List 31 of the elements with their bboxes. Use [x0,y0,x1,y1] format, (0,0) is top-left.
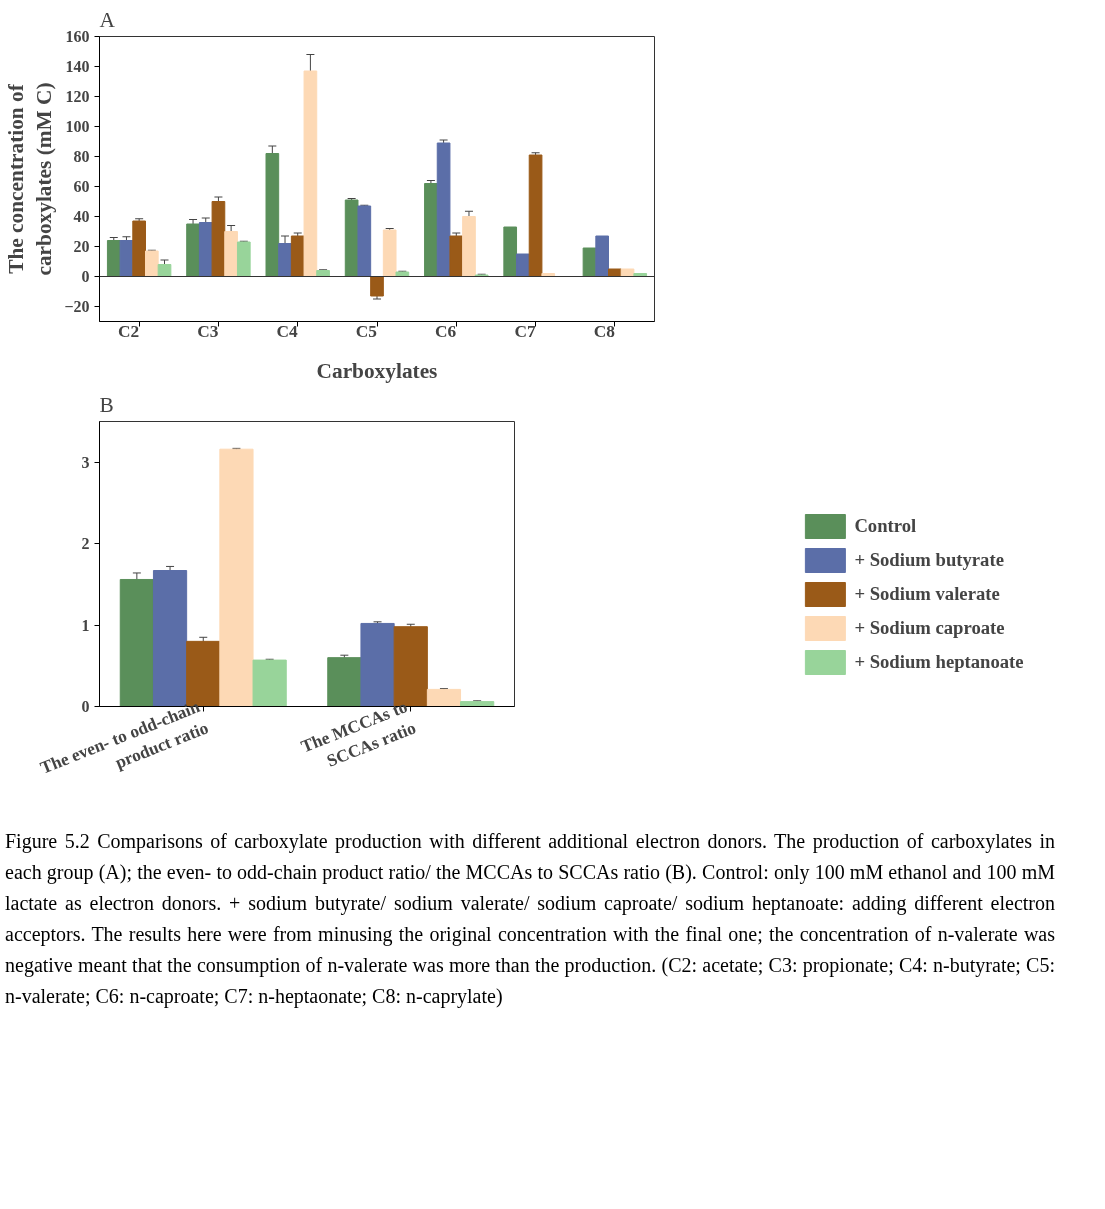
x-tick-label: C2 [117,322,140,341]
x-tick-label: C6 [435,322,457,341]
x-tick-label: C7 [514,322,536,341]
caption: Figure 5.2 Comparisons of carboxylate production with different additional electron donors. The production of carboxylates in each group (A); the even- to odd-chain product ratio/ the MCCAs to SCCAs ratio (B). Control: only 100 mM ethanol and 100 mM lactate as electron donors. + sodium butyrate/ sodium valerate/ sodium caproate/ sodium heptanoate: adding different electron acceptors. The results here were from minusing the original concentration with the final one; the concentration of n-valerate was negative meant that the consumption of n-valerate was more than the production. (C2: acetate; C3: propionate; C4: n-butyrate; C5: n-valerate; C6: n-caproate; C7: n-heptaonate; C8: n-caprylate) [5,829,1055,1010]
legend-label: + Sodium butyrate [854,549,1004,571]
y-tick-label: 3 [81,453,90,471]
y-tick-label: 0 [81,698,90,715]
y-tick-label: 80 [73,148,90,165]
y-tick-label: 120 [65,88,90,105]
chart-title: B [99,392,114,417]
legend-label: Control [854,515,917,537]
legend-label: + Sodium heptanoate [854,651,1024,673]
y-tick-label: 140 [65,58,90,75]
y-tick-label: 0 [81,268,90,285]
y-tick-label: −20 [64,298,90,315]
y-axis-title: The concentration of carboxylates (mM C) [3,82,57,276]
x-tick-label: C5 [355,322,378,341]
y-tick-label: 1 [81,616,90,634]
y-tick-label: 100 [65,118,90,135]
legend-label: + Sodium valerate [854,583,1000,605]
legend-label: + Sodium caproate [854,617,1005,639]
x-tick-label: C4 [276,322,299,341]
y-tick-label: 20 [73,238,90,255]
y-tick-label: 60 [73,178,90,195]
x-tick-label: C3 [197,322,219,341]
x-axis-title: Carboxylates [316,358,438,383]
x-tick-label: C8 [593,322,616,341]
y-tick-label: 2 [81,535,90,553]
y-tick-label: 160 [65,28,90,45]
y-tick-label: 40 [73,208,90,225]
chart-title: A [99,7,116,32]
